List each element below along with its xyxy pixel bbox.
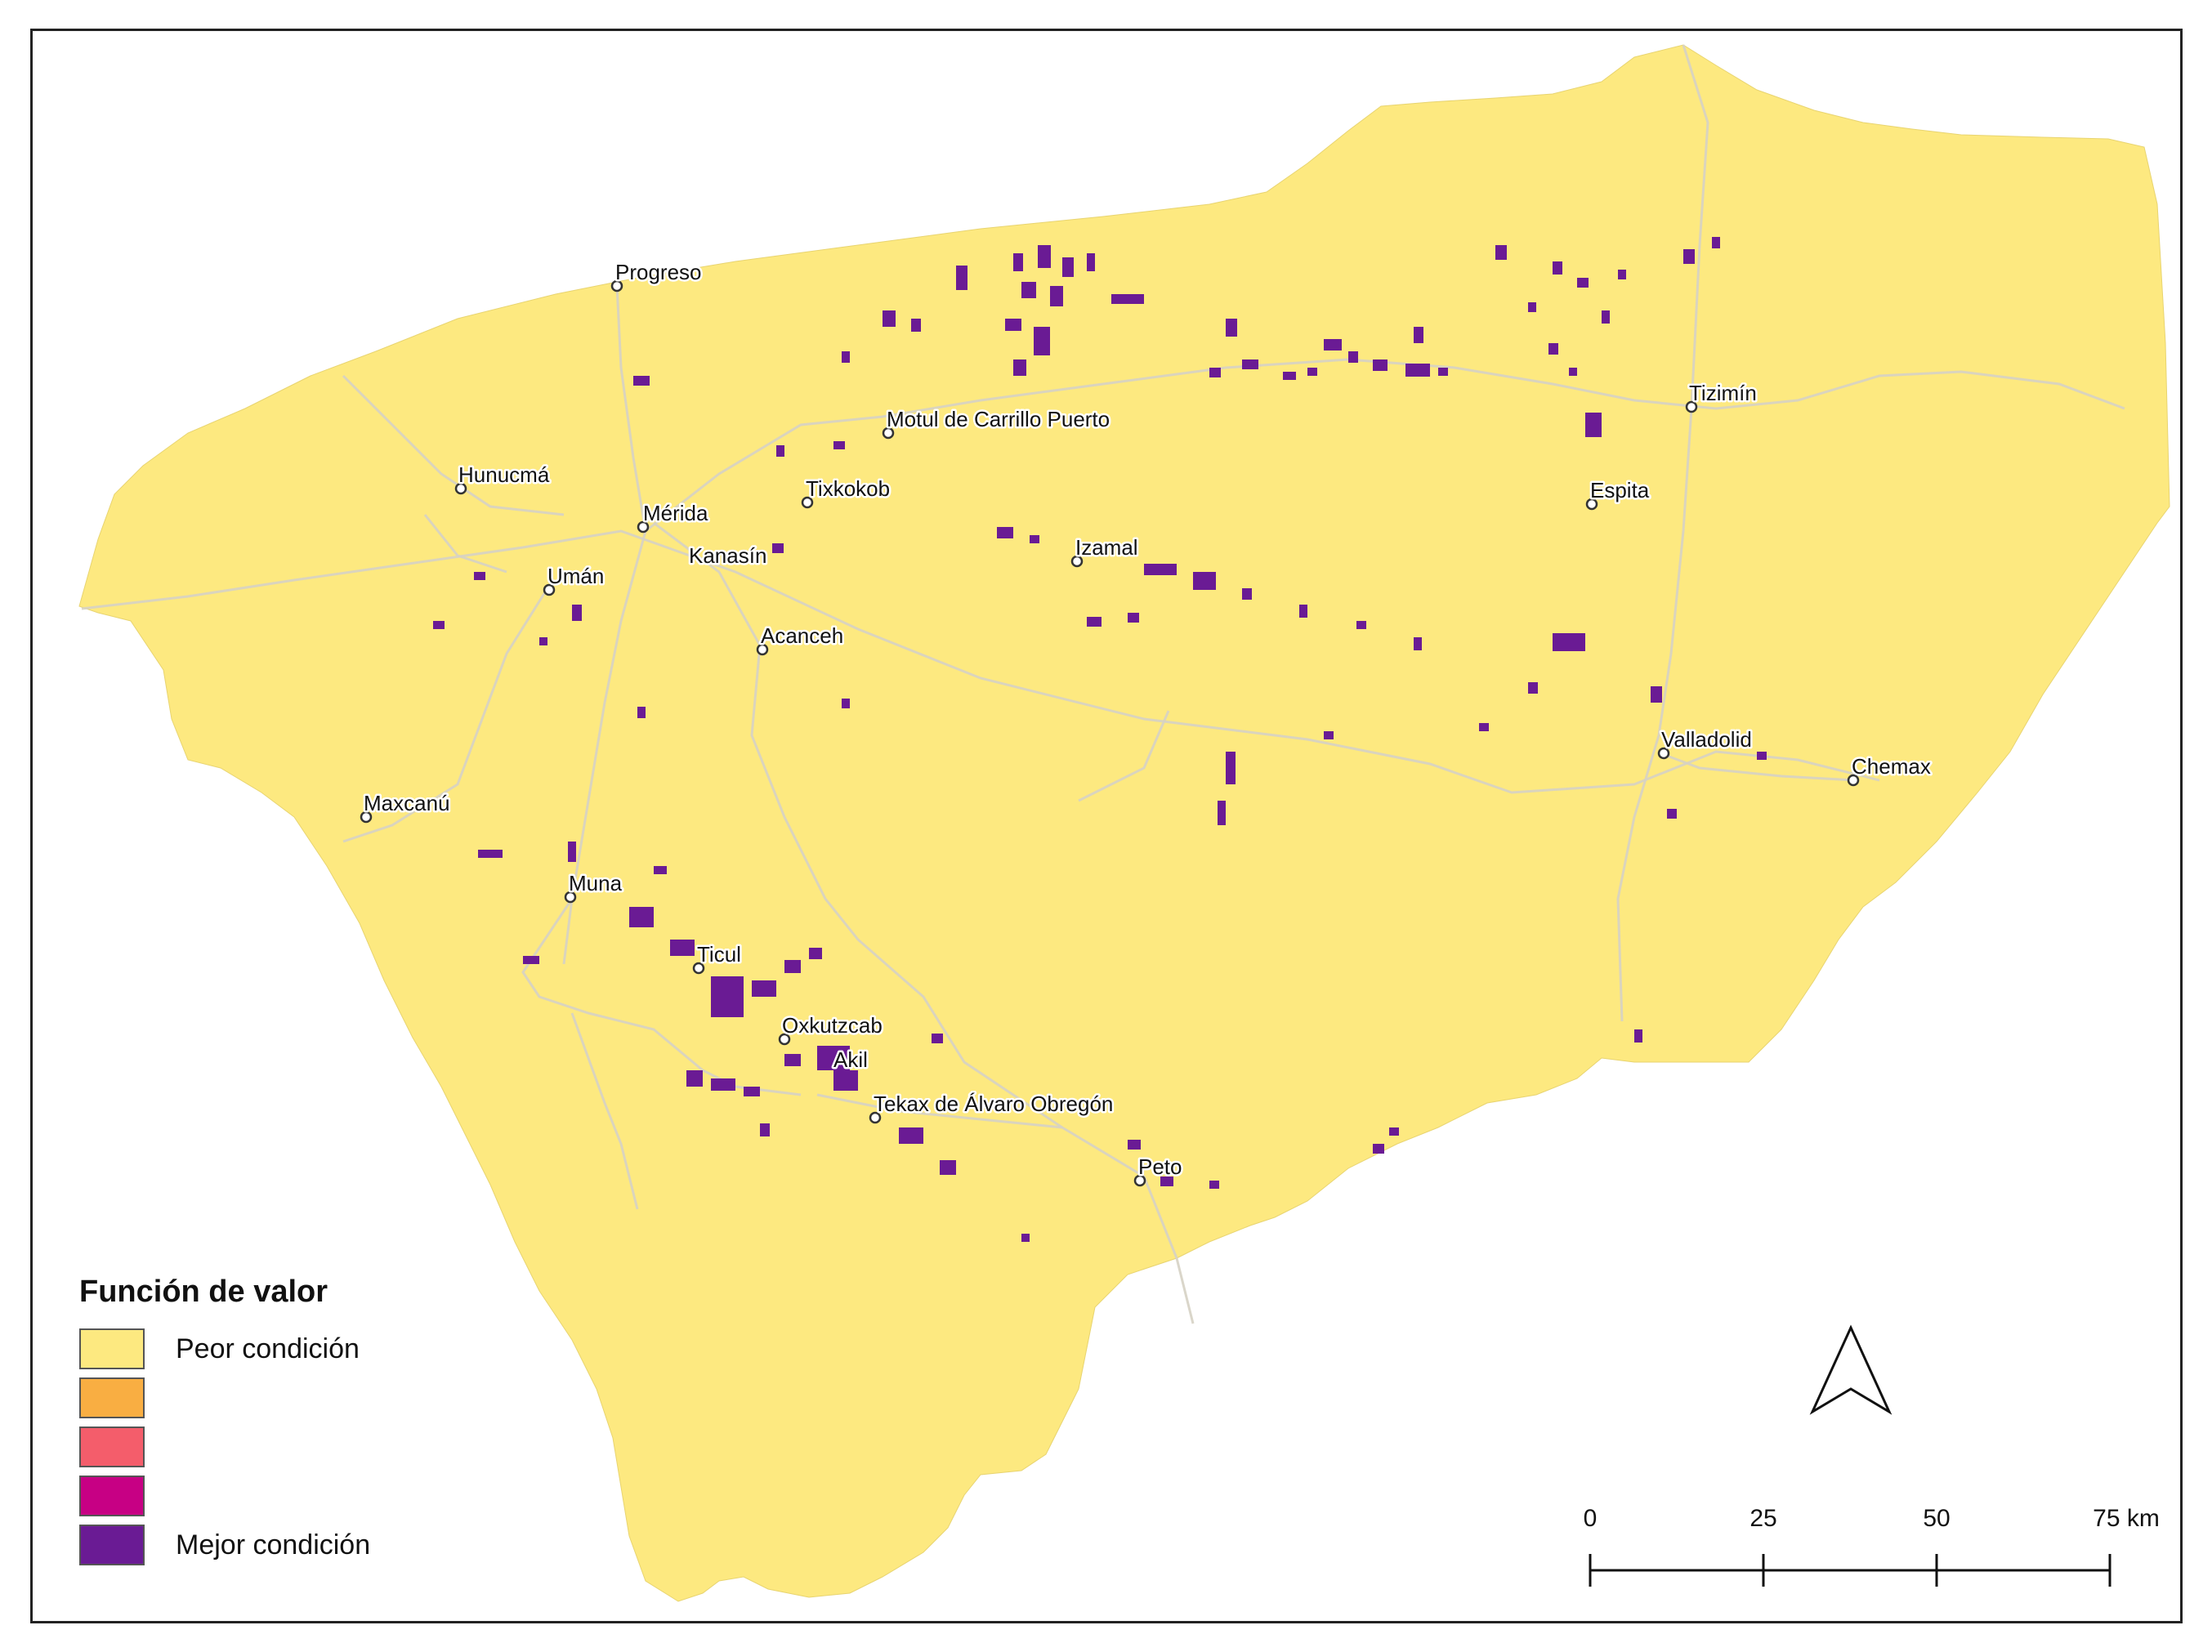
city-hunucma: Hunucmá [454,461,552,495]
legend-row [79,1377,370,1419]
city-kanasin: Kanasín [687,542,769,570]
city-label: Tekax de Álvaro Obregón [874,1092,1113,1116]
city-label: Espita [1590,478,1650,502]
legend-row [79,1426,370,1468]
city-izamal: Izamal [1070,534,1140,568]
city-markers: Progreso Hunucmá Mérida Tixkokob Motul d… [360,258,1933,1187]
legend-title: Función de valor [79,1275,328,1309]
city-label: Mérida [643,501,708,525]
scale-tick-label: 25 [1749,1505,1776,1532]
city-label: Maxcanú [364,791,450,815]
north-arrow-icon [1809,1324,1892,1415]
city-valladolid: Valladolid [1657,726,1754,760]
city-acanceh: Acanceh [756,622,846,656]
city-label: Tizimín [1689,381,1757,405]
legend-swatch [79,1476,145,1516]
state-polygon [78,44,2170,1602]
scale-bar: 0 25 50 75 km [1584,1505,2160,1587]
legend-swatch [79,1377,145,1418]
city-label: Peto [1138,1154,1182,1179]
legend-row: Mejor condición [79,1524,370,1566]
city-espita: Espita [1585,476,1651,511]
city-tekax: Tekax de Álvaro Obregón [869,1090,1115,1124]
city-label: Hunucmá [458,462,550,487]
city-progreso: Progreso [610,258,704,292]
city-akil: Akil [832,1046,870,1074]
legend: Función de valor Peor condición Mejor co… [79,1275,370,1573]
legend-swatch [79,1427,145,1467]
city-label: Ticul [697,942,741,967]
legend-label: Mejor condición [176,1529,371,1560]
legend-swatch [79,1525,145,1565]
city-label: Tixkokob [806,476,890,501]
legend-label: Peor condición [176,1333,360,1364]
scale-tick-label: 0 [1584,1505,1598,1532]
city-oxkutzcab: Oxkutzcab [778,1011,884,1046]
best-condition-patches [433,237,1767,1242]
city-label: Izamal [1075,535,1138,560]
city-chemax: Chemax [1847,752,1933,787]
city-motul: Motul de Carrillo Puerto [882,405,1112,440]
city-tizimin: Tizimín [1685,379,1758,413]
city-muna: Muna [564,869,624,904]
legend-row: Peor condición [79,1328,370,1370]
city-ticul: Ticul [692,940,743,975]
legend-row [79,1475,370,1517]
city-maxcanu: Maxcanú [360,789,452,824]
city-label: Oxkutzcab [782,1013,883,1038]
city-label: Valladolid [1661,727,1752,752]
city-merida: Mérida [637,499,711,534]
city-tixkokob: Tixkokob [801,475,892,509]
legend-swatch [79,1328,145,1369]
scale-tick-label: 75 km [2093,1505,2160,1532]
city-uman: Umán [543,562,606,596]
city-label: Kanasín [689,543,766,568]
city-label: Akil [833,1047,868,1072]
city-peto: Peto [1133,1153,1184,1187]
city-label: Progreso [615,260,702,284]
city-label: Acanceh [761,623,843,648]
scale-tick-label: 50 [1923,1505,1950,1532]
city-label: Motul de Carrillo Puerto [887,407,1110,431]
city-label: Umán [547,564,604,588]
city-label: Muna [569,871,623,895]
city-label: Chemax [1852,754,1931,779]
